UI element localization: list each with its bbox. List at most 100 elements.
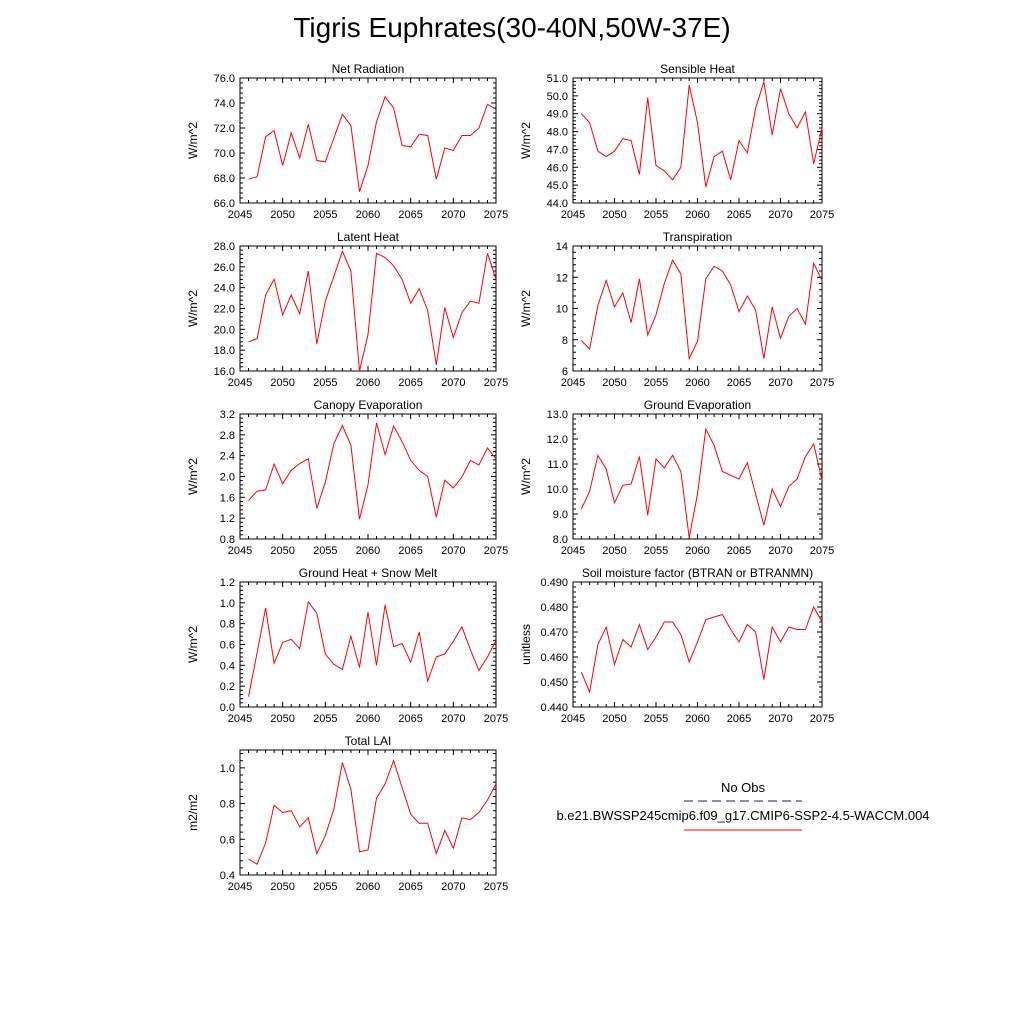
series-line [580,427,823,538]
y-tick-label: 12 [556,272,568,284]
panel-title: Ground Heat + Snow Melt [299,566,438,580]
y-tick-label: 0.0 [220,702,235,714]
x-tick-label: 2050 [270,881,294,893]
x-tick-label: 2065 [398,545,422,557]
x-tick-label: 2050 [602,377,626,389]
y-tick-label: 1.0 [220,598,235,610]
plot-frame [572,245,823,372]
x-tick-label: 2070 [441,713,465,725]
x-tick-label: 2070 [441,209,465,221]
x-tick-label: 2075 [810,713,834,725]
panel-total-lai: Total LAI 2045 2050 2055 2060 2065 2070 2075 0.4… [186,734,508,893]
y-axis-label: W/m^2 [186,290,200,327]
y-tick-label: 66.0 [214,198,235,210]
y-tick-label: 72.0 [214,123,235,135]
x-tick-label: 2055 [644,377,668,389]
y-tick-label: 14 [556,241,568,253]
y-tick-label: 1.0 [220,763,235,775]
y-tick-label: 0.490 [540,577,568,589]
x-tick-label: 2065 [398,209,422,221]
x-tick-label: 2075 [484,545,508,557]
series-line [248,422,497,520]
x-tick-label: 2060 [356,377,380,389]
x-tick-label: 2065 [398,713,422,725]
x-tick-label: 2055 [644,545,668,557]
y-axis-label: W/m^2 [186,122,200,159]
y-tick-label: 3.2 [220,409,235,421]
panel-title: Net Radiation [332,62,405,76]
x-tick-label: 2055 [313,209,337,221]
y-axis-label: m2/m2 [186,794,200,831]
y-tick-label: 0.6 [220,640,235,652]
series-line [248,600,497,697]
x-tick-label: 2075 [484,881,508,893]
y-tick-label: 50.0 [547,91,568,103]
x-tick-label: 2055 [644,209,668,221]
y-tick-label: 11.0 [547,459,568,471]
y-tick-label: 16.0 [214,366,235,378]
x-tick-label: 2075 [484,713,508,725]
panel-title: Total LAI [345,734,392,748]
series-line [248,249,497,372]
x-tick-label: 2050 [270,545,294,557]
x-tick-label: 2045 [228,377,252,389]
y-tick-label: 44.0 [547,198,568,210]
y-tick-label: 0.450 [540,677,568,689]
plot-frame [239,245,497,372]
legend-label-model-run: b.e21.BWSSP245cmip6.f09_g17.CMIP6-SSP2-4… [556,808,929,823]
y-axis-label: W/m^2 [186,626,200,663]
panel-soil-moisture-factor-btran-or-btranmn: Soil moisture factor (BTRAN or BTRANMN) 2… [519,566,834,725]
y-tick-label: 10 [556,304,568,316]
y-tick-label: 49.0 [547,109,568,121]
y-tick-label: 6 [562,366,568,378]
x-tick-label: 2060 [356,209,380,221]
x-tick-label: 2060 [685,377,709,389]
y-tick-label: 68.0 [214,173,235,185]
series-line [580,258,823,361]
y-tick-label: 76.0 [214,73,235,85]
y-tick-label: 8.0 [553,534,568,546]
panel-title: Transpiration [663,230,733,244]
y-tick-label: 0.8 [220,799,235,811]
x-tick-label: 2050 [602,545,626,557]
x-tick-label: 2075 [810,545,834,557]
y-tick-label: 0.460 [540,652,568,664]
y-tick-label: 46.0 [547,162,568,174]
y-tick-label: 0.470 [540,627,568,639]
x-tick-label: 2045 [561,377,585,389]
x-tick-label: 2065 [727,545,751,557]
x-tick-label: 2045 [228,545,252,557]
x-tick-label: 2075 [484,209,508,221]
panel-canopy-evaporation: Canopy Evaporation 2045 2050 2055 2060 2065 20… [186,398,508,557]
x-tick-label: 2050 [270,377,294,389]
x-tick-label: 2045 [561,713,585,725]
x-tick-label: 2070 [768,209,792,221]
panel-title: Soil moisture factor (BTRAN or BTRANMN) [582,566,813,580]
x-tick-label: 2055 [644,713,668,725]
y-tick-label: 26.0 [214,262,235,274]
x-tick-label: 2070 [768,377,792,389]
x-tick-label: 2045 [228,209,252,221]
x-tick-label: 2045 [228,881,252,893]
y-axis-label: W/m^2 [519,122,533,159]
x-tick-label: 2045 [561,209,585,221]
y-tick-label: 1.2 [220,513,235,525]
y-axis-label: W/m^2 [186,458,200,495]
panel-latent-heat: Latent Heat 2045 2050 2055 2060 2065 2070 2075 1… [186,230,508,389]
y-axis-label: unitless [519,624,533,665]
x-tick-label: 2055 [313,377,337,389]
y-tick-label: 24.0 [214,283,235,295]
panel-ground-evaporation: Ground Evaporation 2045 2050 2055 2060 2065 20… [519,398,834,557]
x-tick-label: 2050 [602,209,626,221]
y-tick-label: 47.0 [547,144,568,156]
x-tick-label: 2060 [685,209,709,221]
series-line [580,605,823,694]
x-tick-label: 2065 [727,713,751,725]
x-tick-label: 2060 [685,545,709,557]
x-tick-label: 2045 [228,713,252,725]
panel-sensible-heat: Sensible Heat 2045 2050 2055 2060 2065 2070 207… [519,62,834,221]
x-tick-label: 2050 [270,209,294,221]
series-line [248,759,497,866]
plot-frame [239,413,497,540]
plot-frame [239,77,497,204]
